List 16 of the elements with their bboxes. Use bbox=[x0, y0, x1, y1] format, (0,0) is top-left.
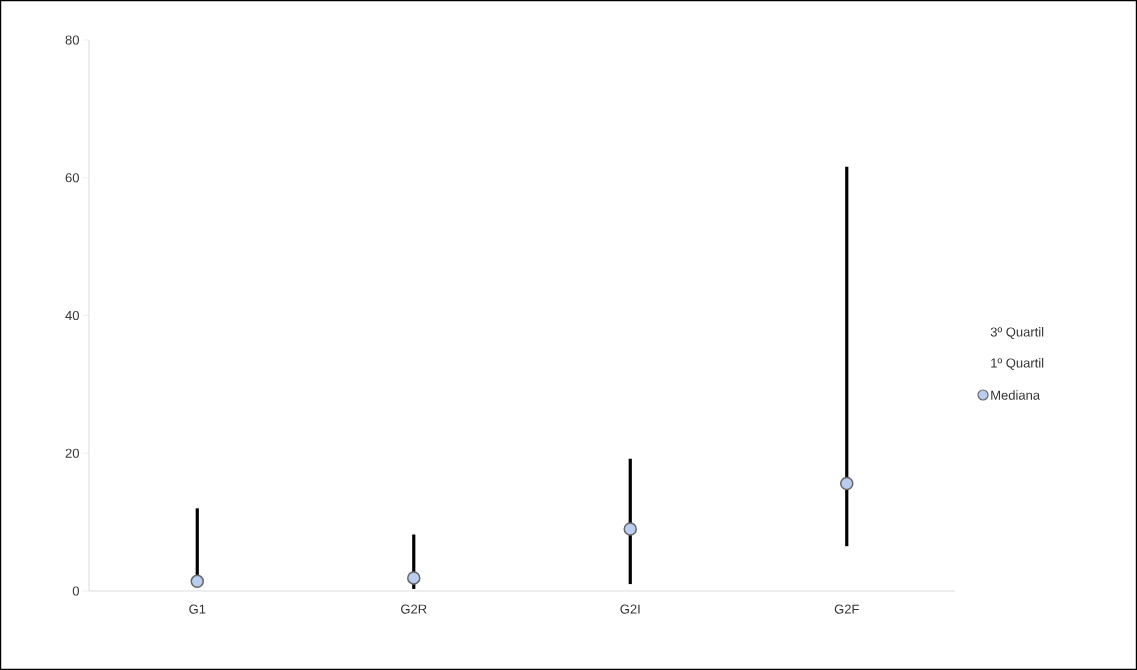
legend-label: Mediana bbox=[991, 390, 1041, 400]
text: 3º Quartil bbox=[990, 327, 1044, 339]
text: 1º Quartil bbox=[991, 358, 1044, 370]
x-tick-label: G2F bbox=[834, 604, 859, 614]
y-tick-label: 80 bbox=[65, 35, 79, 45]
x-tick-label: G2I bbox=[620, 604, 640, 614]
x-tick-label: G1 bbox=[189, 604, 206, 614]
y-tick-label: 0 bbox=[72, 586, 79, 596]
y-tick-label: 20 bbox=[65, 448, 79, 458]
point bbox=[190, 574, 205, 589]
y-tick-label: 60 bbox=[65, 173, 79, 183]
point bbox=[407, 571, 421, 585]
y-tick-label: 40 bbox=[65, 310, 79, 321]
x-tick-label: G2R bbox=[401, 604, 427, 614]
point bbox=[840, 476, 854, 491]
point bbox=[623, 522, 638, 536]
